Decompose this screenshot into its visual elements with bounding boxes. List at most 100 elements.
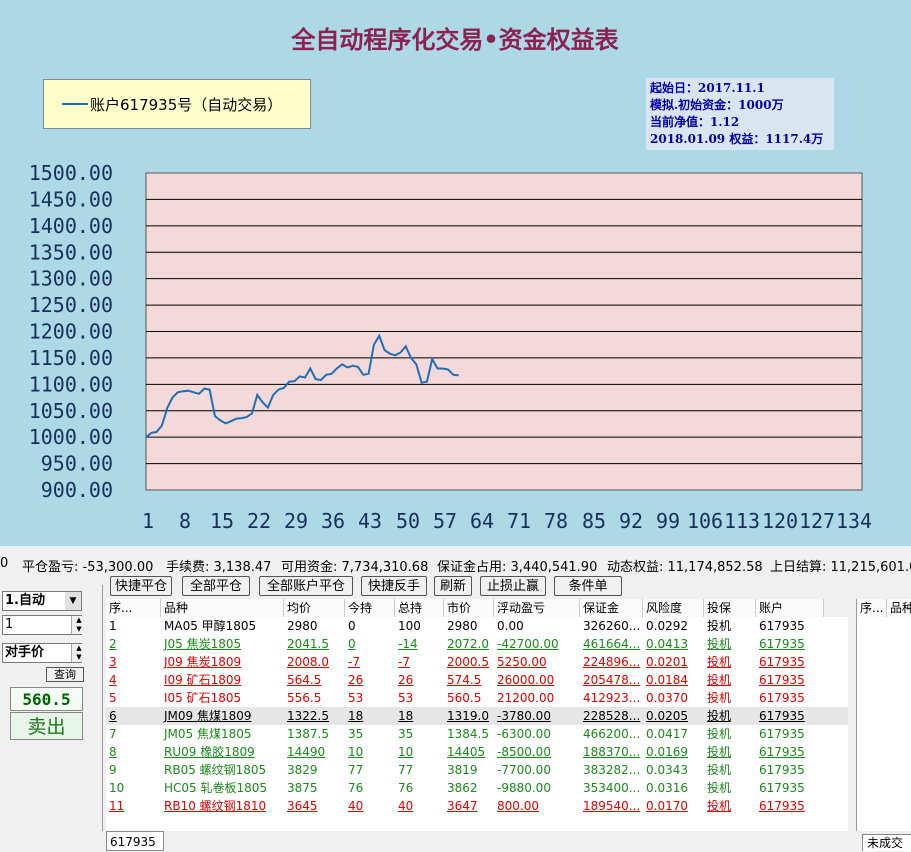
cell-floating-pnl: 0.00 xyxy=(497,619,524,633)
sell-button[interactable]: 卖出 xyxy=(10,712,83,740)
chart-title: 全自动程序化交易•资金权益表 xyxy=(290,25,619,54)
cell-risk: 0.0343 xyxy=(646,763,688,777)
cell-seq: 7 xyxy=(109,727,117,741)
col-header-hedge[interactable]: 投保 xyxy=(704,599,756,617)
table-row[interactable]: 1 MA05 甲醇1805 2980 0 100 2980 0.00 326260... 0.0… xyxy=(106,617,848,635)
cell-hedge: 投机 xyxy=(707,619,732,633)
cell-hedge: 投机 xyxy=(707,727,732,741)
table-row[interactable]: 10 HC05 轧卷板1805 3875 76 76 3862 -9880.00 353400… xyxy=(106,779,848,797)
x-tick-label: 57 xyxy=(433,509,457,533)
col-header-today-pos[interactable]: 今持 xyxy=(345,599,395,617)
table-row[interactable]: 6 JM09 焦煤1809 1322.5 18 18 1319.0 -3780.00 2285… xyxy=(106,707,848,725)
cell-seq: 1 xyxy=(109,619,117,633)
cell-product: JM09 焦煤1809 xyxy=(164,709,252,723)
order-entry-panel: 1.自动 ▼ 1 ▲ ▼ 对手价 ▲ ▼ 查询 560.5 卖出 xyxy=(0,585,103,831)
col-header-account[interactable]: 账户 xyxy=(756,599,824,617)
cell-floating-pnl: 26000.00 xyxy=(497,673,555,687)
cell-risk: 0.0169 xyxy=(646,745,688,759)
cell-today-pos: 35 xyxy=(348,727,364,741)
cell-product: I05 矿石1805 xyxy=(164,691,242,705)
table-row[interactable]: 3 J09 焦炭1809 2008.0 -7 -7 2000.5 5250.00 224896… xyxy=(106,653,848,671)
query-button[interactable]: 查询 xyxy=(46,667,84,682)
table-row[interactable]: 11 RB10 螺纹钢1810 3645 40 40 3647 800.00 189540..… xyxy=(106,797,848,815)
prev-settlement: 上日结算: 11,215,601.0 xyxy=(770,560,911,575)
y-tick-label: 1250.00 xyxy=(29,293,113,317)
cell-market-price: 2000.5 xyxy=(447,655,489,669)
account-tab[interactable]: 617935 xyxy=(106,831,164,851)
col-header-product[interactable]: 品种 xyxy=(161,599,284,617)
x-tick-label: 71 xyxy=(507,509,531,533)
cell-floating-pnl: -9880.00 xyxy=(497,781,551,795)
cell-floating-pnl: -8500.00 xyxy=(497,745,551,759)
cell-market-price: 560.5 xyxy=(447,691,482,705)
table-row[interactable]: 4 I09 矿石1809 564.5 26 26 574.5 26000.00 205478.… xyxy=(106,671,848,689)
cell-today-pos: 77 xyxy=(348,763,364,777)
cell-market-price: 2072.0 xyxy=(447,637,489,651)
col-header-seq[interactable]: 序... xyxy=(857,599,887,617)
col-header-total-pos[interactable]: 总持 xyxy=(395,599,444,617)
cell-total-pos: 10 xyxy=(398,745,414,759)
col-header-seq[interactable]: 序... xyxy=(106,599,161,617)
cell-today-pos: -7 xyxy=(348,655,360,669)
cell-today-pos: 26 xyxy=(348,673,364,687)
cell-floating-pnl: -7700.00 xyxy=(497,763,551,777)
quick-close-button[interactable]: 快捷平仓 xyxy=(110,576,172,596)
cell-seq: 6 xyxy=(109,709,117,723)
cell-risk: 0.0205 xyxy=(646,709,688,723)
col-header-product[interactable]: 品种 xyxy=(887,599,911,617)
table-row[interactable]: 7 JM05 焦煤1805 1387.5 35 35 1384.5 -6300.00 4662… xyxy=(106,725,848,743)
close-all-accounts-button[interactable]: 全部账户平仓 xyxy=(259,576,353,596)
quantity-value: 1 xyxy=(5,617,14,632)
cell-risk: 0.0292 xyxy=(646,619,688,633)
table-row[interactable]: 5 I05 矿石1805 556.5 53 53 560.5 21200.00 412923.… xyxy=(106,689,848,707)
table-row[interactable]: 2 J05 焦炭1805 2041.5 0 -14 2072.0 -42700.00 4616… xyxy=(106,635,848,653)
x-tick-label: 64 xyxy=(470,509,494,533)
cell-total-pos: 53 xyxy=(398,691,414,705)
chevron-down-icon[interactable]: ▼ xyxy=(65,592,81,610)
pending-orders-tab[interactable]: 未成交 xyxy=(862,834,911,851)
col-header-floating-pnl[interactable]: 浮动盈亏 xyxy=(494,599,580,617)
cell-account: 617935 xyxy=(759,619,805,633)
cell-avg-price: 3875 xyxy=(287,781,318,795)
table-row[interactable]: 8 RU09 橡胶1809 14490 10 10 14405 -8500.00 188370… xyxy=(106,743,848,761)
spinner-arrows-icon[interactable]: ▲ ▼ xyxy=(71,616,86,634)
cell-total-pos: 77 xyxy=(398,763,414,777)
conditional-order-button[interactable]: 条件单 xyxy=(554,576,622,596)
close-pnl: 平仓盈亏: -53,300.00 xyxy=(22,560,154,575)
cell-floating-pnl: 800.00 xyxy=(497,799,539,813)
cell-margin: 205478... xyxy=(583,673,641,687)
cell-hedge: 投机 xyxy=(707,745,732,759)
close-all-button[interactable]: 全部平仓 xyxy=(182,576,250,596)
cell-hedge: 投机 xyxy=(707,709,732,723)
cell-avg-price: 1387.5 xyxy=(287,727,329,741)
col-header-market-price[interactable]: 市价 xyxy=(444,599,494,617)
col-header-risk[interactable]: 风险度 xyxy=(643,599,704,617)
spinner-arrows-icon[interactable]: ▲ ▼ xyxy=(71,644,86,662)
quick-reverse-button[interactable]: 快捷反手 xyxy=(361,576,427,596)
cell-margin: 353400... xyxy=(583,781,641,795)
price-type-stepper[interactable]: 对手价 ▲ ▼ xyxy=(2,643,86,663)
cell-margin: 412923... xyxy=(583,691,641,705)
cell-product: MA05 甲醇1805 xyxy=(164,619,257,633)
x-tick-label: 15 xyxy=(210,509,234,533)
pending-orders-panel: 序... 品种 xyxy=(856,599,911,831)
cell-seq: 2 xyxy=(109,637,117,651)
legend-line-swatch xyxy=(62,103,88,105)
refresh-button[interactable]: 刷新 xyxy=(434,576,472,596)
cell-today-pos: 40 xyxy=(348,799,364,813)
start-date: 起始日：2017.11.1 xyxy=(650,81,765,95)
cell-risk: 0.0370 xyxy=(646,691,688,705)
cell-floating-pnl: -42700.00 xyxy=(497,637,559,651)
mode-select[interactable]: 1.自动 ▼ xyxy=(2,591,82,611)
cell-account: 617935 xyxy=(759,727,805,741)
x-tick-label: 36 xyxy=(321,509,345,533)
cell-avg-price: 3645 xyxy=(287,799,318,813)
cell-product: HC05 轧卷板1805 xyxy=(164,781,268,795)
col-header-avg-price[interactable]: 均价 xyxy=(284,599,345,617)
col-header-margin[interactable]: 保证金 xyxy=(580,599,643,617)
quantity-stepper[interactable]: 1 ▲ ▼ xyxy=(2,615,86,635)
cell-today-pos: 0 xyxy=(348,637,356,651)
stop-loss-profit-button[interactable]: 止损止赢 xyxy=(480,576,546,596)
table-row[interactable]: 9 RB05 螺纹钢1805 3829 77 77 3819 -7700.00 383282.… xyxy=(106,761,848,779)
cell-account: 617935 xyxy=(759,637,805,651)
